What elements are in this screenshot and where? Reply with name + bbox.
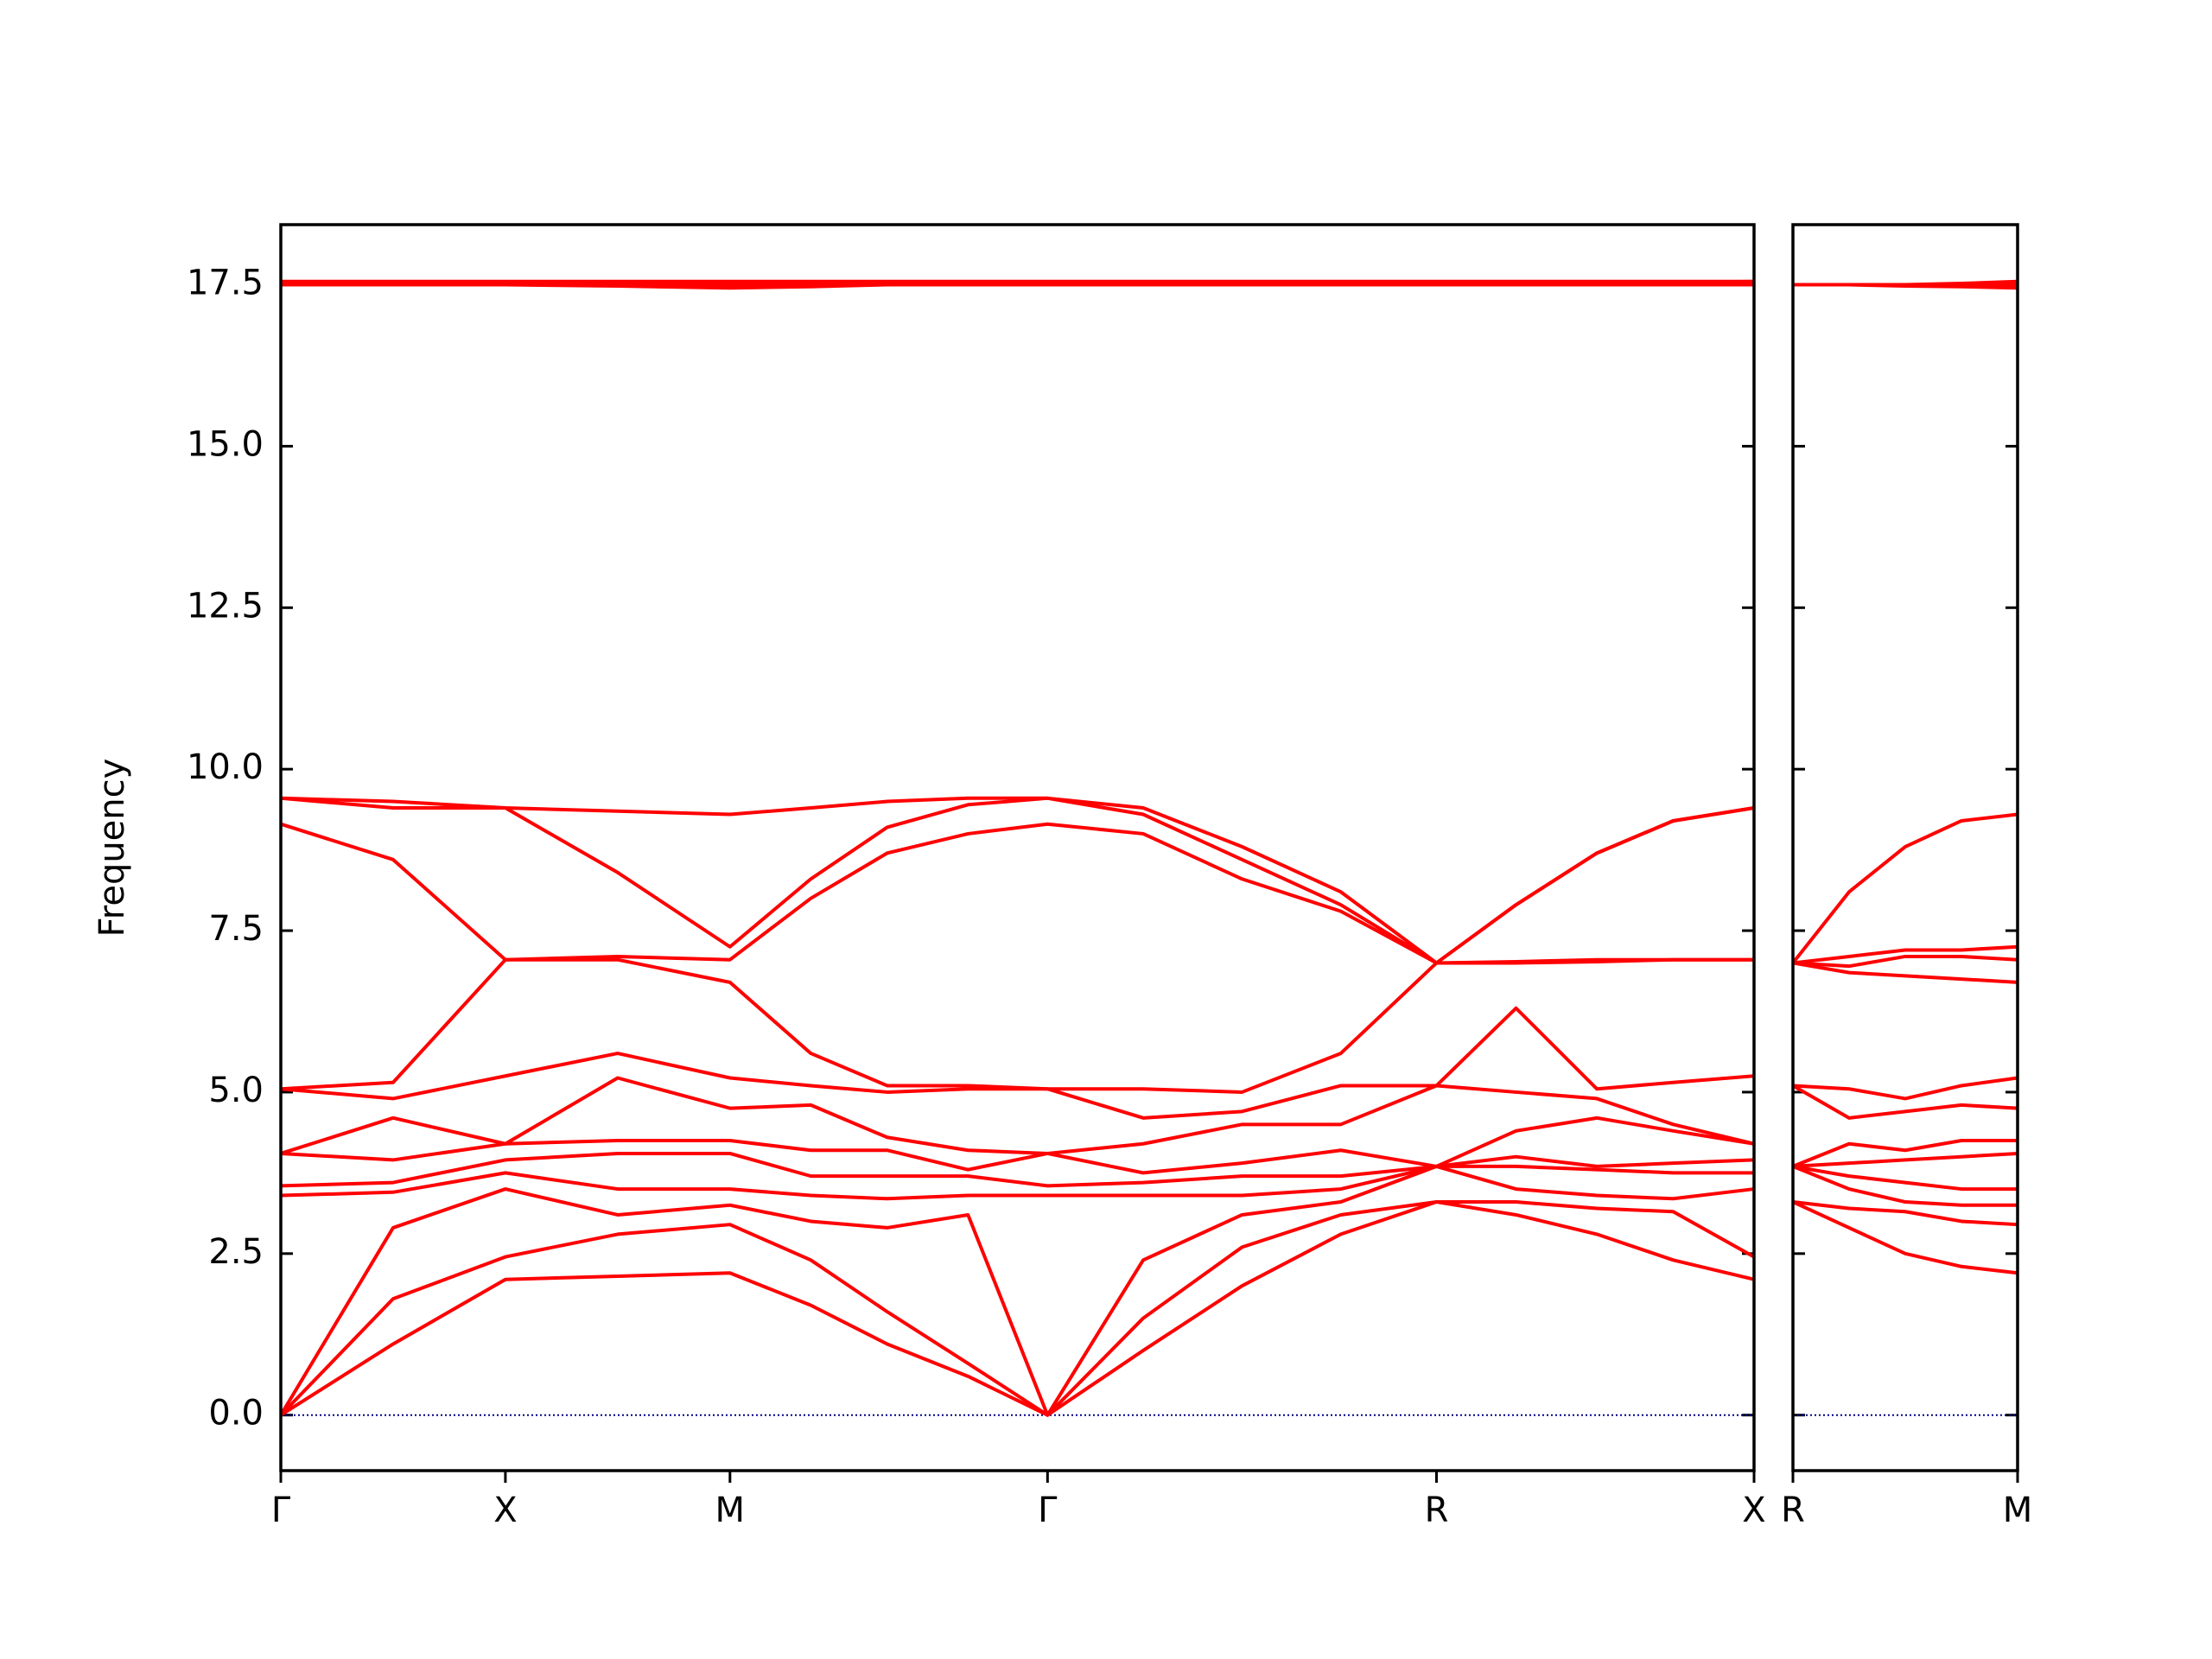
y-tick-label: 10.0 — [187, 747, 264, 787]
band-line — [279, 1200, 1755, 1417]
band-line — [1792, 1200, 2018, 1275]
x-tick-label: R — [1781, 1491, 1805, 1530]
band-line — [1792, 954, 2018, 969]
y-tick-label: 2.5 — [208, 1232, 264, 1272]
x-tick-label: Γ — [1038, 1491, 1058, 1530]
y-axis-label: Frequency — [92, 759, 132, 938]
y-tick-label: 0.0 — [208, 1394, 264, 1433]
band-line — [1791, 812, 2018, 964]
x-tick-label: M — [2003, 1491, 2033, 1530]
axes-frame — [1791, 223, 2019, 1472]
band-line — [279, 1200, 1755, 1417]
band-line — [1792, 1084, 2018, 1120]
x-tick-label: X — [1742, 1491, 1765, 1530]
band-line — [1793, 283, 2018, 290]
x-tick-label: R — [1425, 1491, 1449, 1530]
band-line — [280, 796, 1755, 965]
band-line — [1792, 944, 2018, 965]
y-tick-label: 12.5 — [187, 586, 264, 626]
y-tick-label: 15.0 — [187, 424, 264, 464]
axes-frame — [279, 223, 1756, 1472]
band-line — [1792, 1139, 2018, 1168]
band-line — [280, 1006, 1755, 1120]
band-line — [1792, 1151, 2018, 1168]
band-line — [280, 822, 1754, 965]
band-line — [280, 1116, 1755, 1175]
band-line — [280, 1076, 1755, 1155]
y-tick-label: 5.0 — [208, 1071, 264, 1110]
band-line — [1792, 961, 2018, 984]
band-line — [280, 1151, 1755, 1188]
band-line — [279, 1164, 1755, 1417]
band-line — [281, 279, 1755, 290]
band-line — [280, 796, 1755, 965]
band-line — [1792, 1164, 2018, 1192]
band-line — [1792, 1165, 2018, 1207]
y-tick-label: 7.5 — [208, 909, 264, 949]
x-tick-label: X — [493, 1491, 517, 1530]
band-line — [1792, 1200, 2018, 1227]
band-line — [280, 1164, 1754, 1201]
x-tick-label: Γ — [271, 1491, 291, 1530]
x-tick-label: M — [715, 1491, 746, 1530]
band-line — [1792, 1076, 2018, 1101]
y-tick-label: 17.5 — [187, 264, 264, 303]
